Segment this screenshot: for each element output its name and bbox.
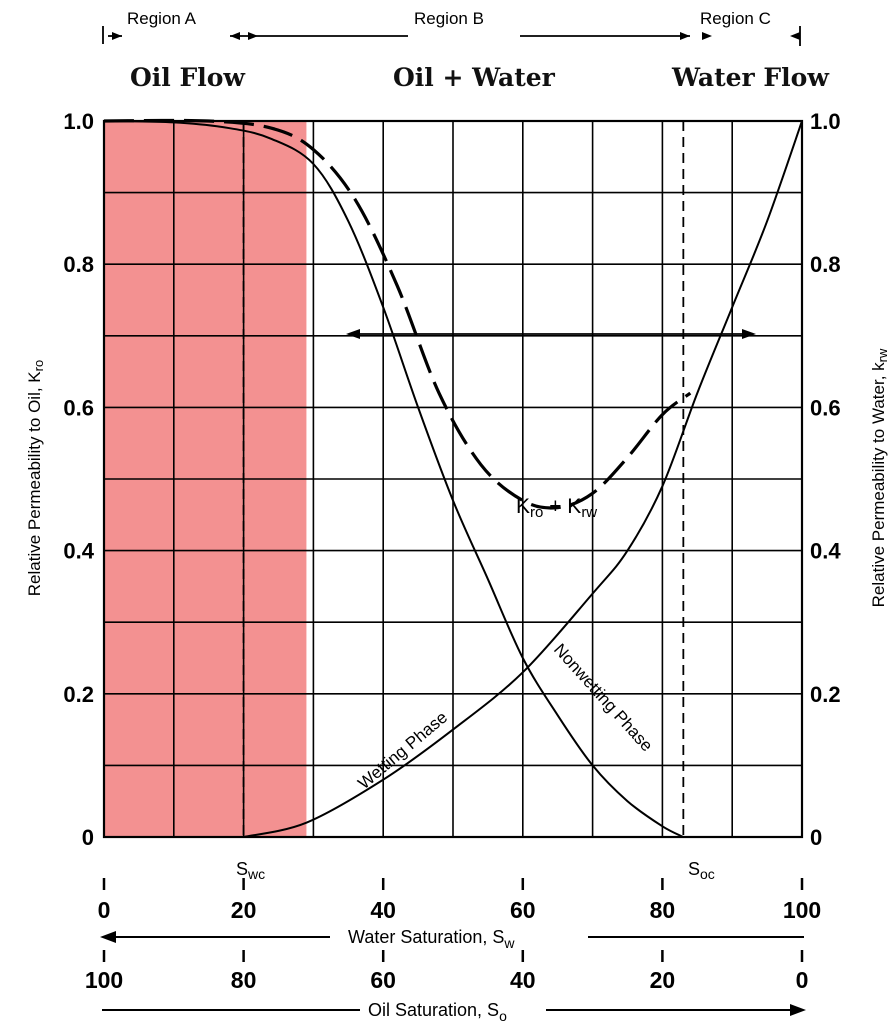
series-line-wetting-phase <box>243 120 803 838</box>
region-b-label: Region B <box>414 9 484 28</box>
sum-curve-label: Kro + Krw <box>516 495 597 521</box>
x-water-tick-label: 60 <box>510 897 536 923</box>
oil-flow-label: Oil Flow <box>130 63 246 92</box>
soc-label: Soc <box>688 859 715 882</box>
y-right-tick-label: 0.2 <box>810 682 841 707</box>
series-line-nonwetting-phase <box>103 120 684 838</box>
region-a-label: Region A <box>127 9 197 28</box>
x-oil-tick-label: 80 <box>231 967 257 993</box>
x-water-tick-label: 100 <box>783 897 821 923</box>
y-left-tick-label: 0.8 <box>63 252 94 277</box>
x-oil-tick-label: 0 <box>796 967 809 993</box>
x-oil-tick-label: 40 <box>510 967 536 993</box>
y-left-tick-label: 1.0 <box>63 109 94 134</box>
region-header <box>102 26 801 46</box>
double-arrow <box>346 329 756 339</box>
y-right-tick-label: 0 <box>810 825 822 850</box>
wetting-phase-label: Wetting Phase <box>354 708 451 793</box>
y-left-tick-label: 0.2 <box>63 682 94 707</box>
water-flow-label: Water Flow <box>671 63 830 92</box>
y-left-tick-label: 0.4 <box>63 539 94 564</box>
x-water-tick-label: 20 <box>231 897 257 923</box>
bottom-axis: 0 20 40 60 80 100 100 80 60 40 20 0 <box>85 878 821 993</box>
y-left-tick-labels: 0 0.2 0.4 0.6 0.8 1.0 <box>63 109 94 850</box>
plot-frame <box>102 119 804 839</box>
x-oil-tick-label: 100 <box>85 967 123 993</box>
y-right-tick-labels: 0 0.2 0.4 0.6 0.8 1.0 <box>810 109 841 850</box>
region-c-label: Region C <box>700 9 771 28</box>
series-line-kro-plus-krw <box>103 118 692 510</box>
y-left-tick-label: 0 <box>82 825 94 850</box>
y-left-axis-title: Relative Permeability to Oil, Kro <box>25 360 46 596</box>
y-right-axis-title: Relative Permeability to Water, krw <box>869 348 890 607</box>
x-oil-tick-label: 20 <box>650 967 676 993</box>
grid <box>104 121 802 837</box>
x-water-tick-label: 0 <box>98 897 111 923</box>
oil-saturation-label: Oil Saturation, So <box>368 1000 507 1024</box>
water-saturation-label: Water Saturation, Sw <box>348 927 515 951</box>
y-right-tick-label: 0.6 <box>810 395 841 420</box>
x-water-tick-label: 80 <box>650 897 676 923</box>
swc-label: Swc <box>236 859 265 882</box>
oil-water-label: Oil + Water <box>393 63 556 92</box>
y-right-tick-label: 0.4 <box>810 539 841 564</box>
x-oil-tick-label: 60 <box>370 967 396 993</box>
nonwetting-phase-label: Nonwetting Phase <box>550 640 656 755</box>
water-saturation-arrow <box>100 931 804 943</box>
x-water-tick-label: 40 <box>370 897 396 923</box>
y-right-tick-label: 0.8 <box>810 252 841 277</box>
y-right-tick-label: 1.0 <box>810 109 841 134</box>
y-left-tick-label: 0.6 <box>63 395 94 420</box>
oil-saturation-arrow <box>102 1004 806 1016</box>
